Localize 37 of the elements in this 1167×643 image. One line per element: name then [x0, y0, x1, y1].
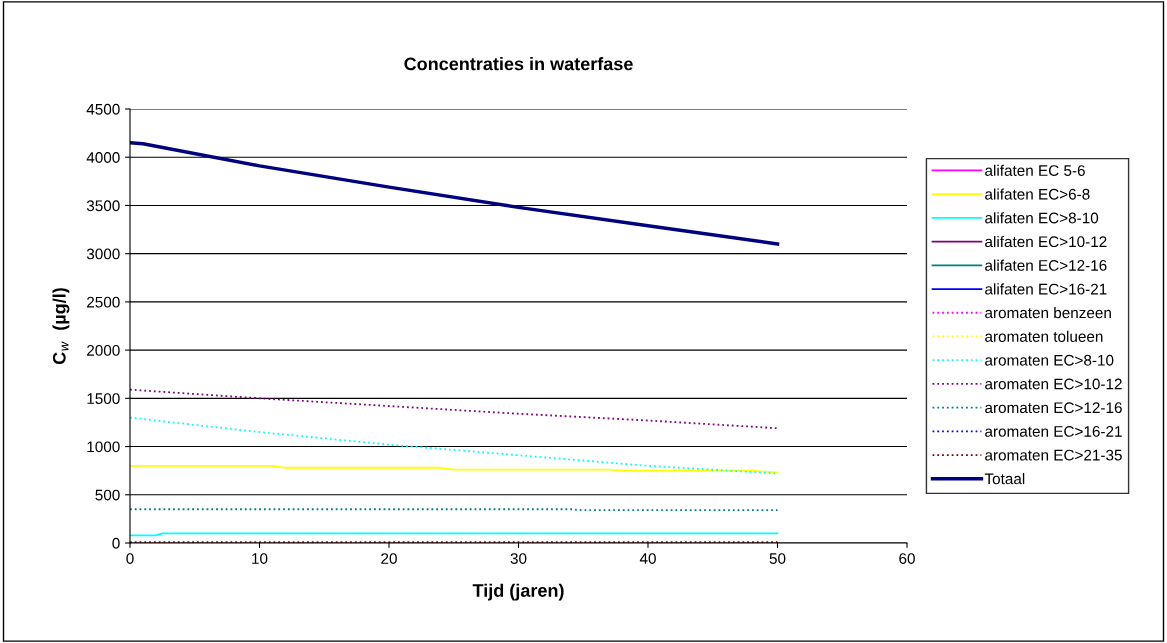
x-tick-label: 20: [381, 553, 397, 564]
legend-label: Totaal: [984, 473, 1025, 485]
legend-label: alifaten EC>12-16: [985, 259, 1107, 271]
legend-label: aromaten benzeen: [985, 307, 1111, 319]
y-tick-label: 2000: [87, 344, 120, 356]
legend-label: aromaten EC>16-21: [985, 426, 1122, 437]
chart-title: Concentraties in waterfase: [404, 57, 633, 71]
legend-label: aromaten EC>8-10: [985, 354, 1114, 366]
x-tick-label: 40: [639, 553, 656, 564]
line-series: [130, 388, 779, 430]
y-tick-label: 500: [95, 489, 120, 501]
x-tick-label: 10: [252, 553, 268, 564]
legend-label: aromaten EC>10-12: [985, 378, 1122, 390]
x-tick-label: 0: [126, 553, 134, 564]
legend-label: alifaten EC>10-12: [985, 235, 1107, 248]
legend-label: aromaten EC>12-16: [985, 402, 1122, 414]
legend-label: alifaten EC>6-8: [985, 188, 1090, 200]
x-tick-label: 50: [769, 553, 786, 564]
legend-label: aromaten tolueen: [985, 330, 1103, 342]
x-tick-label: 30: [510, 553, 527, 564]
y-tick-label: 3500: [86, 200, 120, 212]
legend-label: alifaten EC 5-6: [985, 164, 1085, 176]
y-tick-label: 4500: [86, 103, 120, 115]
y-tick-label: 0: [112, 537, 120, 549]
y-tick-label: 1500: [87, 393, 120, 405]
y-tick-label: 3000: [86, 248, 120, 260]
x-axis-title: Tijd (jaren): [472, 583, 564, 601]
legend-label: alifaten EC>8-10: [985, 212, 1099, 224]
x-tick-label: 60: [899, 553, 915, 564]
y-tick-label: 1000: [87, 441, 120, 453]
line-series: [130, 141, 780, 246]
line-series: [130, 464, 779, 474]
y-tick-label: 4000: [86, 152, 120, 163]
y-axis-title: C$_{w}$ (µg/l): [52, 288, 70, 365]
legend-label: alifaten EC>16-21: [985, 283, 1107, 295]
y-tick-label: 2500: [87, 296, 120, 308]
legend-label: aromaten EC>21-35: [985, 449, 1122, 461]
